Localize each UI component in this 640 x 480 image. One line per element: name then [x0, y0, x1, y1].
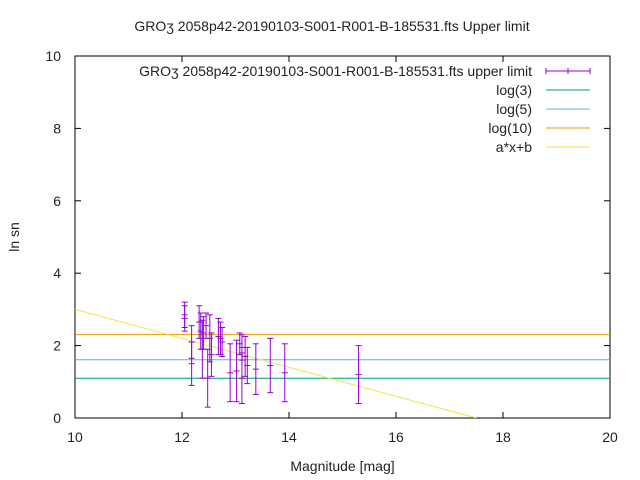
plot-clip-group	[75, 301, 610, 418]
x-tick-label: 16	[388, 429, 404, 445]
y-tick-label: 4	[53, 265, 61, 281]
data-point	[267, 337, 274, 394]
y-axis-label: ln sn	[6, 222, 22, 252]
x-tick-label: 14	[281, 429, 297, 445]
chart-title: GROʒ 2058p42-20190103-S001-R001-B-185531…	[134, 18, 529, 34]
data-point	[233, 339, 240, 403]
y-tick-label: 2	[53, 338, 61, 354]
data-point	[244, 346, 251, 385]
fit-line	[75, 308, 477, 418]
data-point	[227, 343, 234, 403]
legend-label: GROʒ 2058p42-20190103-S001-R001-B-185531…	[139, 63, 532, 79]
legend-entry: log(5)	[496, 101, 590, 117]
y-tick-label: 8	[53, 120, 61, 136]
axis-ticks: 10 12 14 16 18 20 0 2 4 6 8 10	[45, 48, 618, 445]
legend-label: log(5)	[496, 101, 532, 117]
legend-label: a*x+b	[496, 139, 532, 155]
data-point	[355, 345, 362, 405]
legend-label: log(10)	[488, 120, 532, 136]
data-point	[238, 352, 245, 405]
legend-entry: GROʒ 2058p42-20190103-S001-R001-B-185531…	[139, 63, 591, 79]
plot-area	[74, 55, 611, 419]
legend-entry: log(10)	[488, 120, 590, 136]
x-tick-label: 18	[495, 429, 511, 445]
x-tick-label: 10	[67, 429, 83, 445]
y-tick-label: 10	[45, 48, 61, 64]
data-point	[188, 341, 195, 386]
data-point	[219, 327, 226, 357]
data-point	[281, 343, 288, 403]
legend-label: log(3)	[496, 82, 532, 98]
x-tick-label: 12	[174, 429, 190, 445]
series-layer	[75, 301, 610, 418]
data-point	[252, 343, 259, 395]
y-tick-label: 0	[53, 410, 61, 426]
x-tick-label: 20	[602, 429, 618, 445]
legend-entry: log(3)	[496, 82, 590, 98]
legend-entry: a*x+b	[496, 139, 590, 155]
x-axis-label: Magnitude [mag]	[290, 458, 394, 474]
legend: GROʒ 2058p42-20190103-S001-R001-B-185531…	[139, 63, 591, 155]
data-point	[208, 332, 215, 377]
y-tick-label: 6	[53, 193, 61, 209]
data-point	[181, 305, 188, 332]
